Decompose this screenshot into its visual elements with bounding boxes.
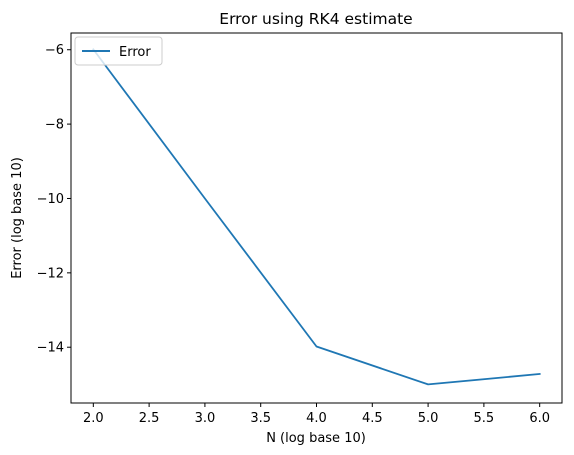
- x-tick-label-5: 4.5: [362, 411, 383, 426]
- x-tick-label-7: 5.5: [474, 411, 495, 426]
- x-axis-label: N (log base 10): [266, 431, 366, 446]
- x-tick-label-8: 6.0: [529, 411, 550, 426]
- y-tick-label-3: −12: [37, 266, 64, 281]
- legend-label-error: Error: [119, 45, 151, 60]
- x-tick-label-2: 3.0: [195, 411, 216, 426]
- x-tick-label-1: 2.5: [139, 411, 160, 426]
- x-tick-label-3: 3.5: [250, 411, 271, 426]
- y-tick-label-2: −10: [37, 192, 64, 207]
- legend-box: [74, 36, 163, 66]
- x-tick-label-6: 5.0: [418, 411, 439, 426]
- chart-title: Error using RK4 estimate: [219, 10, 412, 28]
- y-tick-label-0: −6: [45, 43, 64, 58]
- plot-area: 2.0 2.5 3.0 3.5 4.0 4.5 5.0 5.5 6.0 −6 −8 −10 −12 −14: [37, 32, 563, 426]
- x-tick-label-4: 4.0: [306, 411, 327, 426]
- y-axis-label: Error (log base 10): [10, 157, 25, 279]
- y-tick-label-4: −14: [37, 341, 64, 356]
- legend: Error: [74, 36, 163, 66]
- y-tick-label-1: −8: [45, 118, 64, 133]
- x-tick-label-0: 2.0: [83, 411, 104, 426]
